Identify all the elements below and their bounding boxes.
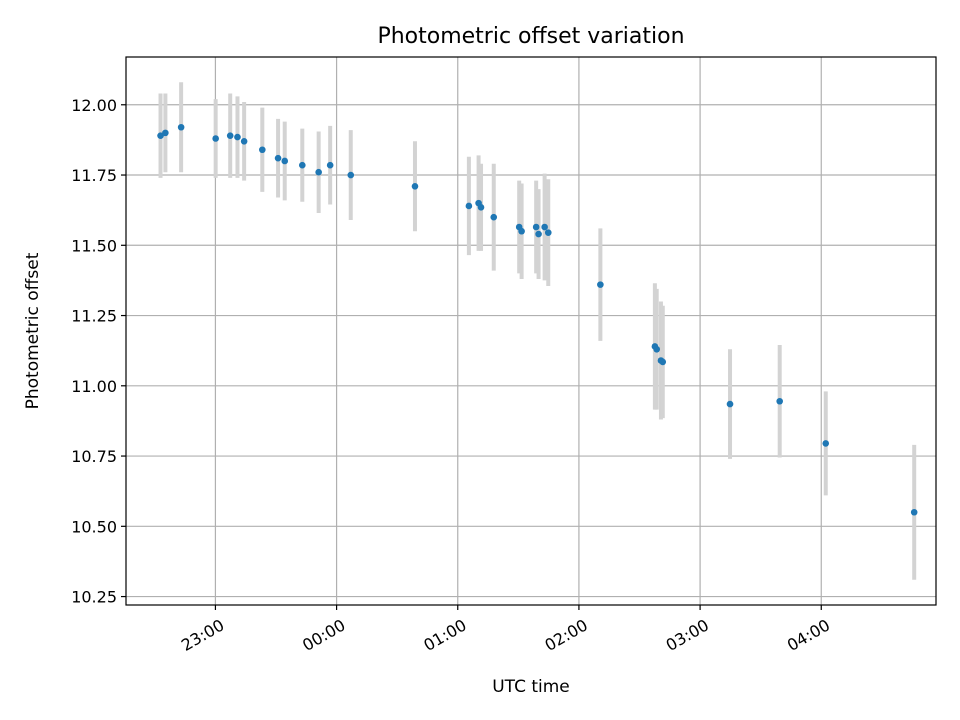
x-axis-label: UTC time <box>492 677 570 697</box>
data-point <box>532 223 540 231</box>
chart-title: Photometric offset variation <box>377 24 684 49</box>
data-point <box>411 182 419 190</box>
data-point <box>240 138 248 145</box>
y-tick-label: 10.50 <box>71 517 117 536</box>
x-tick-label: 23:00 <box>178 615 227 655</box>
data-point <box>212 135 219 142</box>
y-tick-label: 10.25 <box>71 588 117 607</box>
data-points <box>157 123 918 516</box>
y-axis-label: Photometric offset <box>23 252 43 409</box>
x-tick-label: 03:00 <box>663 615 712 655</box>
data-point <box>822 440 830 447</box>
y-tick-label: 11.00 <box>71 377 117 396</box>
data-point <box>541 223 548 231</box>
x-tick-label: 02:00 <box>541 615 590 655</box>
data-point <box>281 157 289 165</box>
data-point <box>315 168 322 176</box>
data-point <box>465 202 473 210</box>
data-point <box>274 154 282 162</box>
data-point <box>157 132 164 139</box>
data-point <box>597 281 604 288</box>
data-point <box>177 123 185 131</box>
data-point <box>490 213 498 221</box>
data-point <box>326 161 334 169</box>
error-bars <box>158 82 917 580</box>
data-point <box>298 161 306 169</box>
plot-frame <box>125 56 937 606</box>
data-point <box>162 129 169 137</box>
x-tick-label: 00:00 <box>299 615 348 655</box>
data-point <box>726 400 734 408</box>
x-tick-label: 04:00 <box>784 615 833 655</box>
y-tick-label: 11.25 <box>71 307 117 326</box>
y-tick-label: 12.00 <box>71 96 117 115</box>
data-point <box>910 508 918 516</box>
x-tick-label: 01:00 <box>420 615 469 655</box>
grid <box>126 57 936 605</box>
y-tick-label: 11.50 <box>71 236 117 255</box>
y-axis-ticks: 10.25 10.50 10.75 11.00 11.25 11.50 11.75 12.00 <box>71 96 126 607</box>
y-tick-label: 10.75 <box>71 447 117 466</box>
y-tick-label: 11.75 <box>71 166 117 185</box>
data-point <box>259 146 266 154</box>
data-point <box>659 358 667 366</box>
data-point <box>477 204 485 211</box>
data-point <box>226 132 234 139</box>
data-point <box>776 397 783 405</box>
data-point <box>234 133 241 141</box>
data-point <box>518 227 525 235</box>
data-point <box>347 171 355 179</box>
data-point <box>544 229 552 236</box>
x-axis-ticks: 23:00 00:00 01:00 02:00 03:00 04:00 <box>178 605 833 655</box>
data-point <box>653 345 661 353</box>
data-point <box>535 230 542 238</box>
